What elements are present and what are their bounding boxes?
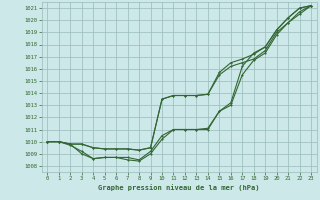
X-axis label: Graphe pression niveau de la mer (hPa): Graphe pression niveau de la mer (hPa) [99,184,260,191]
